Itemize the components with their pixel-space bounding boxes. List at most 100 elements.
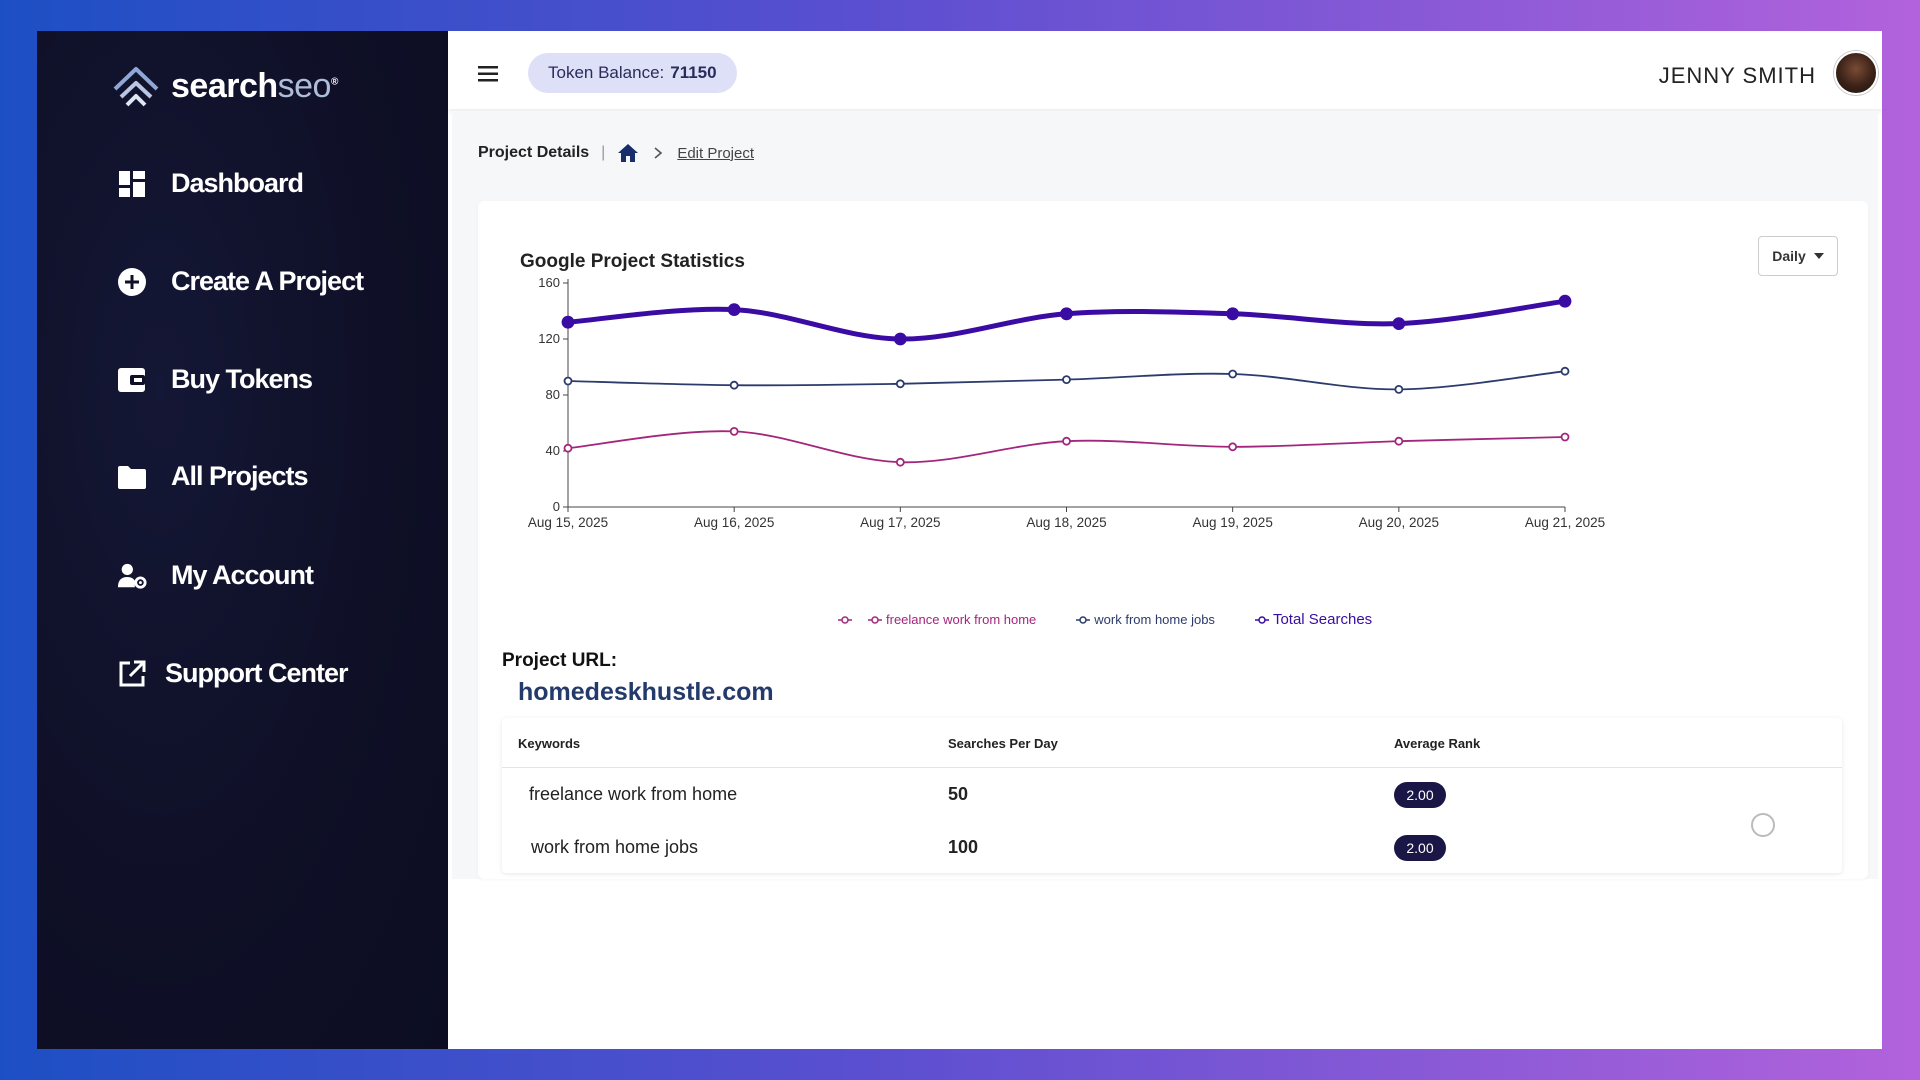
data-point (893, 332, 907, 346)
data-point (1062, 375, 1071, 385)
series-line-0 (567, 430, 1566, 464)
x-tick-label: Aug 18, 2025 (1026, 515, 1106, 530)
x-tick-label: Aug 21, 2025 (1525, 515, 1605, 530)
legend-marker-icon (1254, 615, 1269, 624)
data-point (1228, 442, 1238, 452)
menu-toggle-button[interactable] (478, 66, 498, 87)
plus-circle-icon (117, 267, 147, 297)
sidebar-item-label: Support Center (165, 658, 349, 688)
legend-label: work from home jobs (1094, 612, 1215, 627)
token-balance-label: Token Balance: (548, 63, 665, 82)
project-statistics-card: Google Project Statistics Daily 0 40 80 120… (478, 201, 1868, 879)
dashboard-icon (117, 169, 147, 199)
rank-badge: 2.00 (1394, 782, 1446, 808)
row-select-radio[interactable] (1751, 813, 1775, 837)
logo-chevrons-icon (113, 67, 159, 107)
sidebar-item-label: Create A Project (171, 266, 364, 296)
legend-item-work-from-home[interactable]: work from home jobs (1076, 611, 1215, 628)
legend-label: Total Searches (1272, 611, 1373, 628)
wallet-icon (117, 365, 147, 395)
breadcrumb-divider: | (601, 144, 606, 161)
x-tick-label: Aug 17, 2025 (860, 515, 940, 530)
sidebar-item-my-account[interactable]: My Account (117, 560, 314, 591)
keywords-table: Keywords Searches Per Day Average Rank f… (502, 718, 1842, 873)
token-balance-value: 71150 (670, 63, 717, 82)
sidebar-item-label: My Account (171, 560, 314, 590)
data-point (895, 379, 905, 389)
period-select-value: Daily (1772, 248, 1806, 264)
data-point (727, 303, 741, 316)
data-point (1060, 307, 1073, 321)
sidebar-item-dashboard[interactable]: Dashboard (117, 168, 304, 199)
breadcrumb-edit-project[interactable]: Edit Project (677, 144, 755, 162)
data-point (561, 315, 575, 329)
sidebar-item-label: Buy Tokens (171, 364, 313, 394)
breadcrumb: Project Details | Edit Project (478, 143, 754, 163)
x-tick-label: Aug 20, 2025 (1359, 515, 1439, 530)
data-point (1228, 369, 1238, 379)
data-point (1226, 307, 1240, 321)
sidebar-item-label: Dashboard (171, 168, 304, 198)
chart-title: Google Project Statistics (520, 251, 745, 272)
legend-label: freelance work from home (886, 612, 1037, 627)
data-point (563, 376, 573, 386)
rank-badge: 2.00 (1394, 835, 1446, 861)
data-point (563, 443, 573, 453)
project-url-label: Project URL: (502, 650, 618, 671)
x-tick-label: Aug 15, 2025 (528, 515, 608, 530)
legend-item-freelance[interactable]: freelance work from home (838, 611, 1036, 628)
folder-icon (117, 462, 147, 492)
sidebar-item-create-project[interactable]: Create A Project (117, 266, 364, 297)
sidebar-item-all-projects[interactable]: All Projects (117, 461, 309, 492)
y-tick-label: 40 (546, 443, 560, 458)
avatar[interactable] (1834, 51, 1878, 95)
sidebar-item-support-center[interactable]: Support Center (117, 658, 349, 689)
x-tick-label: Aug 16, 2025 (694, 515, 774, 530)
data-point (1558, 294, 1572, 308)
legend-marker-icon (838, 615, 882, 624)
project-url[interactable]: homedeskhustle.com (518, 678, 774, 706)
column-header-rank[interactable]: Average Rank (1394, 736, 1481, 751)
column-header-keywords[interactable]: Keywords (518, 736, 581, 751)
table-row[interactable]: work from home jobs 100 2.00 (502, 813, 1842, 874)
page-title: Project Details (478, 144, 590, 161)
data-point (729, 426, 739, 436)
keyword-cell: freelance work from home (529, 784, 738, 804)
token-balance-badge: Token Balance: 71150 (528, 53, 737, 93)
sidebar-item-buy-tokens[interactable]: Buy Tokens (117, 364, 313, 395)
keyword-cell: work from home jobs (531, 837, 699, 857)
data-point (1560, 432, 1570, 442)
top-bar: Token Balance: 71150 JENNY SMITH (448, 31, 1882, 109)
column-header-searches[interactable]: Searches Per Day (948, 736, 1058, 751)
user-gear-icon (117, 561, 147, 591)
data-point (729, 380, 739, 390)
main-area: Token Balance: 71150 JENNY SMITH Project… (448, 31, 1882, 1049)
y-tick-label: 160 (538, 275, 560, 290)
y-tick-label: 0 (553, 499, 560, 514)
table-row[interactable]: freelance work from home 50 2.00 (502, 769, 1842, 821)
external-link-icon (117, 659, 147, 689)
line-chart: 0 40 80 120 160 Aug 15, 2025 Aug 16, 2025 Aug 1… (528, 275, 1605, 530)
legend-marker-icon (1076, 615, 1091, 624)
brand-name: searchseo® (171, 66, 338, 105)
legend-item-total-searches[interactable]: Total Searches (1254, 611, 1373, 628)
data-point (895, 457, 905, 467)
hamburger-icon (478, 66, 498, 82)
brand-logo[interactable]: searchseo® (111, 63, 338, 109)
app-window: searchseo® Dashboard Create A Project Bu… (37, 31, 1882, 1049)
data-point (1062, 436, 1071, 446)
data-point (1560, 366, 1570, 376)
period-select[interactable]: Daily (1758, 236, 1838, 276)
sidebar-item-label: All Projects (171, 461, 309, 491)
searches-cell: 50 (948, 784, 969, 804)
home-icon[interactable] (617, 143, 639, 163)
data-point (1394, 436, 1404, 446)
chart-legend: freelance work from home work from home … (838, 611, 1372, 628)
table-header: Keywords Searches Per Day Average Rank (502, 718, 1842, 768)
user-name[interactable]: JENNY SMITH (1658, 63, 1816, 88)
y-tick-label: 80 (546, 387, 560, 402)
x-tick-label: Aug 19, 2025 (1193, 515, 1273, 530)
data-point (1394, 384, 1404, 394)
caret-down-icon (1813, 253, 1824, 259)
chevron-right-icon (654, 147, 663, 159)
